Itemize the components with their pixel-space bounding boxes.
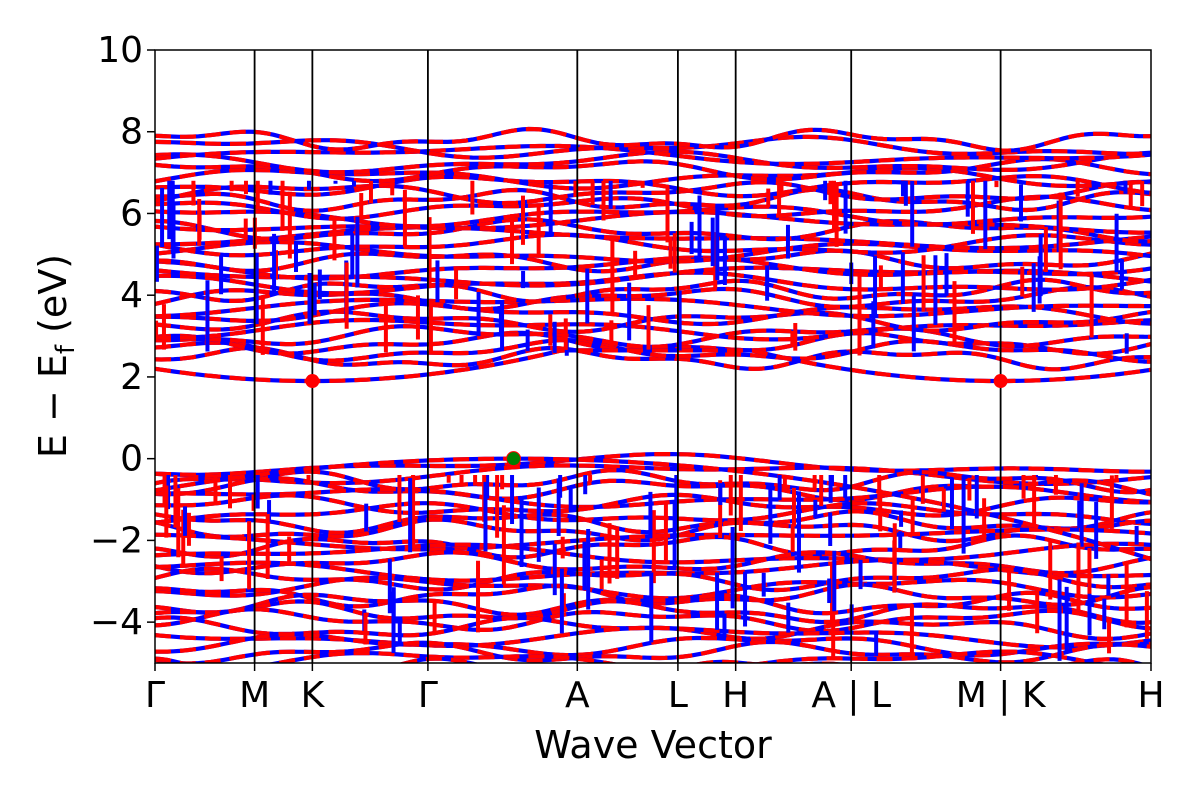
band-line-spin-down [155,639,1151,663]
cbm-marker [993,374,1008,389]
plot-frame [154,49,1152,664]
y-axis-label: E − Ef (eV) [31,254,81,458]
band-line-spin-down [155,484,1151,510]
band-line-spin-down [155,452,1151,477]
band-line-spin-down [155,625,1151,650]
band-line-spin-down [155,166,1151,191]
band-line-spin-down [155,463,1151,486]
cbm-marker [305,374,320,389]
x-tick-label: K [301,675,326,716]
y-tick-label: 8 [120,112,143,153]
band-line-spin-down [155,345,1151,372]
x-tick-label: H [1137,675,1164,716]
y-tick-label: 4 [120,275,143,316]
x-tick-label: L [668,675,688,716]
bands-layer [155,126,1151,663]
band-line-spin-down [155,541,1151,565]
y-tick-label: −2 [90,520,143,561]
x-tick-label: Γ [418,675,438,716]
band-line-spin-down [155,324,1151,349]
x-tick-label: H [722,675,749,716]
x-tick-label: A [565,675,590,716]
y-axis: 10 8 6 4 2 0 −2 −4 [90,30,155,643]
band-line-spin-down [155,296,1151,319]
y-axis-label-main: E − E [31,354,75,458]
y-axis-label-unit: (eV) [31,254,75,345]
band-line-spin-down [155,134,1151,160]
band-line-spin-down [155,248,1151,274]
y-tick-label: 0 [120,439,143,480]
band-line-spin-down [155,270,1151,296]
band-line-spin-down [155,285,1151,312]
x-axis-label: Wave Vector [534,723,772,767]
band-line-spin-down [155,301,1151,327]
x-tick-label: Γ [145,675,165,716]
band-line-spin-down [155,239,1151,264]
band-line-spin-down [155,277,1151,304]
x-tick-label: M | K [956,675,1047,716]
band-line-spin-down [155,348,1151,384]
k-point-lines [253,50,1002,663]
band-line-spin-down [155,632,1151,658]
band-line-spin-down [155,143,1151,167]
y-tick-label: 6 [120,193,143,234]
y-tick-label: −4 [90,602,143,643]
band-line-spin-down [155,126,1151,153]
band-edge-markers [305,374,1008,467]
y-tick-label: 2 [120,357,143,398]
band-line-spin-down [155,173,1151,199]
y-tick-label: 10 [97,30,143,71]
band-line-spin-down [155,558,1151,583]
band-line-spin-down [155,157,1151,184]
vbm-marker [506,451,522,467]
band-line-spin-down [155,337,1151,364]
band-line-spin-down [155,467,1151,495]
x-tick-label: M [239,675,270,716]
y-axis-label-subscript: f [51,344,81,354]
band-line-spin-down [266,649,1107,663]
band-line-spin-down [155,255,1151,281]
x-tick-label: A | L [811,675,891,716]
